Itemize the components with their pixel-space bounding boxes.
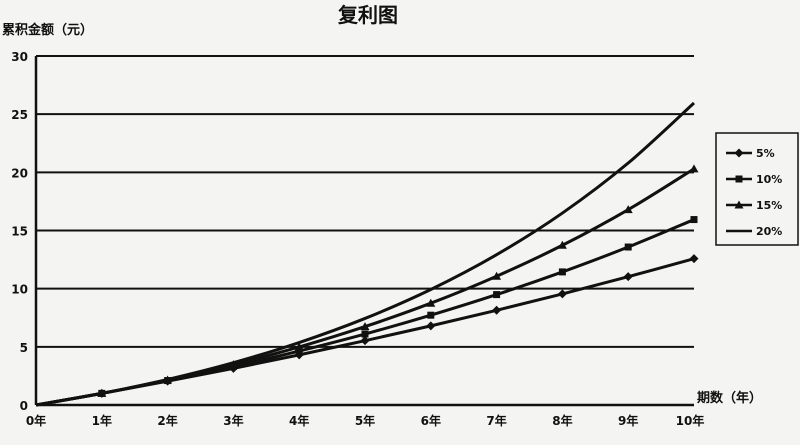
legend-label: 15%: [756, 199, 782, 212]
series-layer: [35, 101, 699, 407]
x-tick-label: 4年: [289, 413, 309, 428]
data-point: [492, 305, 502, 315]
x-tick-label: 5年: [355, 413, 375, 428]
axis-layer: 0 5 10 15 20 25 30 0年 1年 2年 3年 4年 5年 6年 7年 8年 9年 10年: [11, 50, 704, 428]
series-line: [35, 218, 695, 407]
data-point: [735, 175, 743, 183]
data-point: [690, 216, 698, 224]
data-point: [426, 321, 436, 331]
y-tick-label: 25: [11, 108, 28, 122]
data-point: [492, 271, 502, 280]
data-point: [734, 148, 744, 158]
y-tick-label: 20: [11, 166, 28, 180]
x-tick-label: 8年: [552, 413, 572, 428]
data-point: [557, 240, 567, 249]
data-point: [493, 291, 501, 299]
x-tick-label: 3年: [223, 413, 243, 428]
y-tick-label: 15: [11, 225, 28, 239]
x-tick-label: 2年: [157, 413, 177, 428]
data-point: [623, 205, 633, 214]
data-point: [360, 336, 370, 346]
series-line: [35, 167, 695, 407]
x-tick-label: 0年: [26, 413, 46, 428]
data-point: [689, 254, 699, 264]
x-tick-label: 9年: [618, 413, 638, 428]
data-point: [295, 347, 303, 355]
y-tick-label: 5: [20, 341, 28, 355]
chart-title: 复利图: [337, 3, 398, 27]
data-point: [558, 268, 566, 276]
series-line: [35, 101, 696, 407]
x-tick-label: 7年: [486, 413, 506, 428]
series-4: [35, 101, 696, 407]
data-point: [734, 200, 744, 209]
data-point: [557, 289, 567, 299]
grid-layer: [36, 55, 694, 348]
y-axis-label: 累积金额（元）: [2, 22, 93, 38]
data-point: [360, 322, 370, 331]
data-point: [426, 298, 436, 307]
x-tick-label: 6年: [421, 413, 441, 428]
data-point: [294, 342, 304, 351]
data-point: [624, 243, 632, 251]
series-2: [35, 216, 698, 407]
y-tick-label: 30: [11, 50, 28, 64]
legend-label: 20%: [756, 225, 782, 238]
chart-legend: 5% 10% 15% 20%: [715, 132, 799, 246]
legend-box: [715, 132, 799, 246]
legend-label: 10%: [756, 173, 782, 186]
data-point: [361, 330, 369, 338]
x-axis-label: 期数（年）: [697, 390, 762, 406]
x-tick-label: 1年: [92, 413, 112, 428]
data-point: [689, 164, 699, 173]
data-point: [623, 272, 633, 282]
data-point: [427, 311, 435, 319]
x-tick-label: 10年: [676, 413, 705, 428]
y-tick-label: 10: [11, 283, 28, 297]
y-tick-label: 0: [20, 399, 28, 413]
legend-label: 5%: [756, 147, 775, 160]
